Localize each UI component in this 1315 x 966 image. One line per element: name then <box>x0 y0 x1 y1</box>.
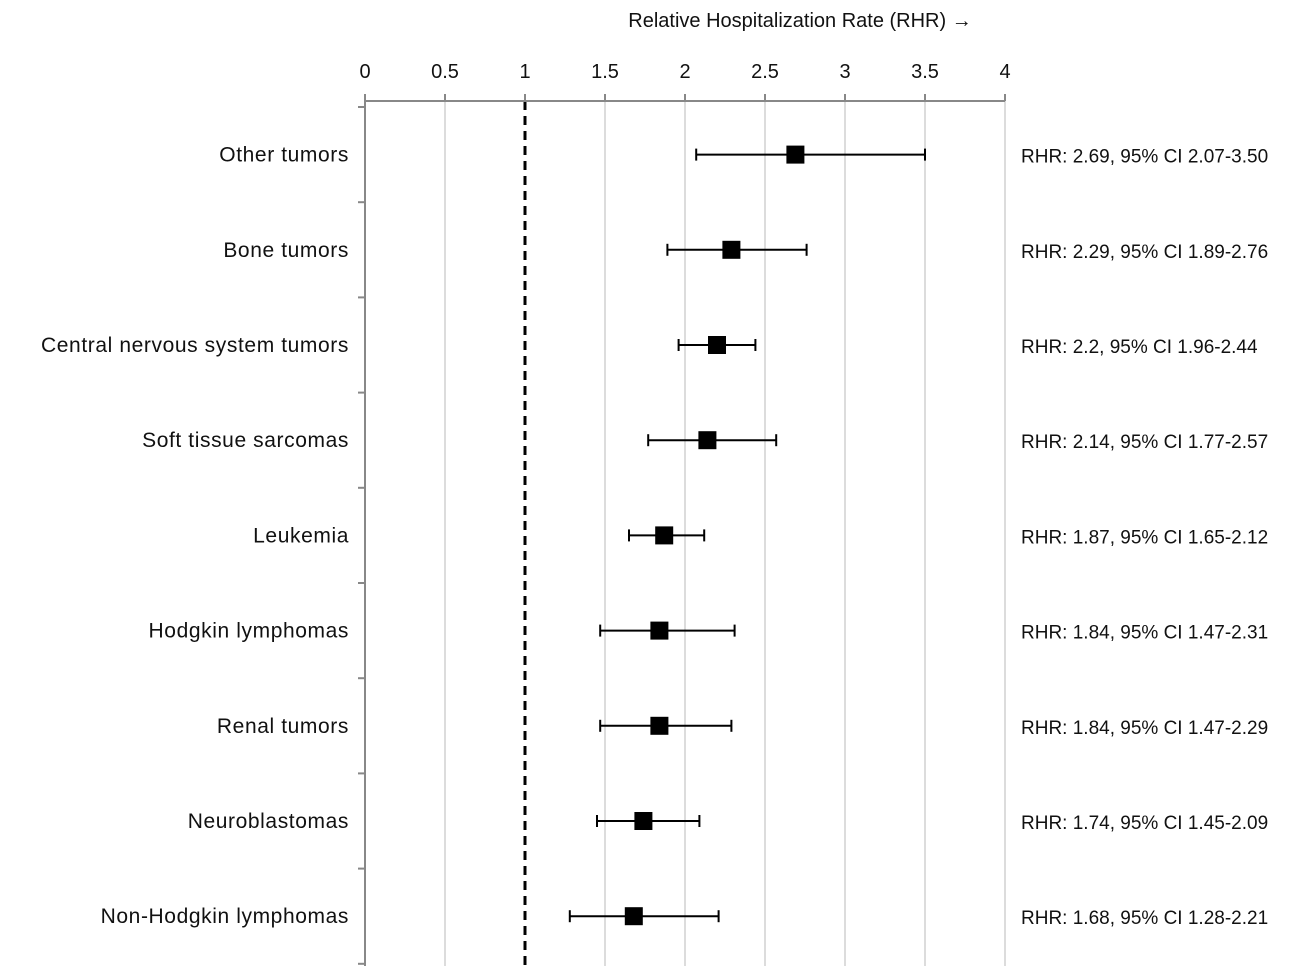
forest-row: Leukemia RHR: 1.87, 95% CI 1.65-2.12 <box>253 524 1268 548</box>
forest-row: Other tumors RHR: 2.69, 95% CI 2.07-3.50 <box>219 144 1268 168</box>
point-estimate-marker <box>698 431 717 450</box>
x-axis-title: Relative Hospitalization Rate (RHR) → <box>628 10 971 32</box>
row-label: Non-Hodgkin lymphomas <box>101 905 349 928</box>
row-label: Bone tumors <box>223 239 349 262</box>
x-tick-label: 1 <box>519 61 530 83</box>
row-annotation: RHR: 1.84, 95% CI 1.47-2.29 <box>1021 718 1268 739</box>
forest-row: Soft tissue sarcomas RHR: 2.14, 95% CI 1.… <box>142 429 1268 453</box>
forest-row: Renal tumors RHR: 1.84, 95% CI 1.47-2.29 <box>217 715 1268 739</box>
forest-row: Bone tumors RHR: 2.29, 95% CI 1.89-2.76 <box>223 239 1268 263</box>
row-annotation: RHR: 2.69, 95% CI 2.07-3.50 <box>1021 147 1268 168</box>
x-tick-label: 4 <box>999 61 1010 83</box>
forest-row: Neuroblastomas RHR: 1.74, 95% CI 1.45-2.0… <box>188 810 1268 834</box>
row-label: Renal tumors <box>217 715 349 738</box>
row-label: Soft tissue sarcomas <box>142 429 349 452</box>
grid-layer <box>358 101 1006 966</box>
x-tick-label: 2 <box>679 61 690 83</box>
row-annotation: RHR: 1.87, 95% CI 1.65-2.12 <box>1021 527 1268 548</box>
point-estimate-marker <box>634 812 653 830</box>
row-label: Other tumors <box>219 144 349 167</box>
point-estimate-marker <box>650 621 669 640</box>
row-annotation: RHR: 1.68, 95% CI 1.28-2.21 <box>1021 908 1268 929</box>
forest-row: Hodgkin lymphomas RHR: 1.84, 95% CI 1.47-… <box>149 620 1269 644</box>
row-annotation: RHR: 1.74, 95% CI 1.45-2.09 <box>1021 813 1268 834</box>
x-tick-label: 2.5 <box>751 61 779 83</box>
x-tick-label: 3 <box>839 61 850 83</box>
x-tick-label: 0 <box>359 61 370 83</box>
rows-layer: Other tumors RHR: 2.69, 95% CI 2.07-3.50 B… <box>41 144 1268 930</box>
row-label: Hodgkin lymphomas <box>149 620 349 643</box>
forest-row: Central nervous system tumors RHR: 2.2, 9… <box>41 334 1258 358</box>
row-annotation: RHR: 2.14, 95% CI 1.77-2.57 <box>1021 432 1268 453</box>
row-annotation: RHR: 1.84, 95% CI 1.47-2.31 <box>1021 623 1268 644</box>
x-tick-label: 3.5 <box>911 61 939 83</box>
row-label: Central nervous system tumors <box>41 334 349 357</box>
x-tick-label: 1.5 <box>591 61 619 83</box>
point-estimate-marker <box>655 526 674 545</box>
row-label: Neuroblastomas <box>188 810 349 833</box>
forest-row: Non-Hodgkin lymphomas RHR: 1.68, 95% CI 1… <box>101 905 1269 929</box>
point-estimate-marker <box>624 907 643 926</box>
point-estimate-marker <box>722 240 741 259</box>
point-estimate-marker <box>650 716 669 735</box>
point-estimate-marker <box>786 145 805 164</box>
x-tick-label: 0.5 <box>431 61 459 83</box>
point-estimate-marker <box>708 336 726 354</box>
row-label: Leukemia <box>253 524 349 547</box>
x-axis: 0 0.5 1 1.5 2 2.5 3 3.5 4 <box>359 61 1011 102</box>
row-annotation: RHR: 2.29, 95% CI 1.89-2.76 <box>1021 242 1268 263</box>
row-annotation: RHR: 2.2, 95% CI 1.96-2.44 <box>1021 337 1258 358</box>
